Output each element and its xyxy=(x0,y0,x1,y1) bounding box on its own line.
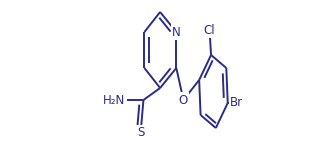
Text: Br: Br xyxy=(230,96,243,110)
Text: S: S xyxy=(137,126,144,140)
Text: N: N xyxy=(172,26,181,39)
Text: O: O xyxy=(179,93,188,106)
Text: H₂N: H₂N xyxy=(103,93,126,106)
Text: Cl: Cl xyxy=(204,24,215,37)
